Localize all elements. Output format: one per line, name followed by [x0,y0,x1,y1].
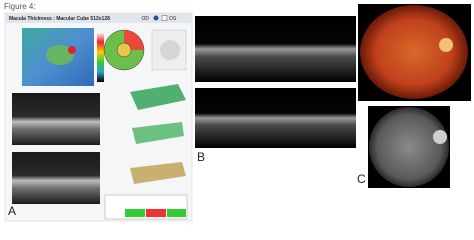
report-header [5,13,192,23]
fundus-photo [360,5,468,99]
panel-label: C [357,172,366,186]
optic-disc [433,130,447,144]
fundus-thumb-spot [160,40,180,60]
table-cell [146,209,166,217]
table-cell [125,209,145,217]
surface-3d [132,122,184,144]
surface-3d [130,84,186,110]
optic-disc [439,38,453,52]
panel-label: A [8,204,16,218]
caption: Figure 4: [4,2,36,11]
oct-scan [12,93,100,145]
checkbox-os[interactable] [161,15,168,21]
radio-od[interactable] [153,15,159,21]
etdrs-center [116,42,132,58]
oct-scan [12,152,100,204]
panel-label: B [197,150,205,164]
color-scale [97,32,104,82]
eye-option: OS [169,16,177,22]
eye-option: OD [142,16,150,22]
oct-scan [195,16,356,82]
surface-3d [130,162,186,184]
angiogram [369,107,449,187]
report-title: Macula Thickness : Macular Cube 512x128 [9,16,110,22]
figure: Figure 4: Macula Thickness : Macular Cub… [4,2,471,222]
thickness-spot [46,45,74,65]
thickness-spot [68,46,76,54]
oct-scan [195,88,356,148]
table-cell [167,209,186,217]
